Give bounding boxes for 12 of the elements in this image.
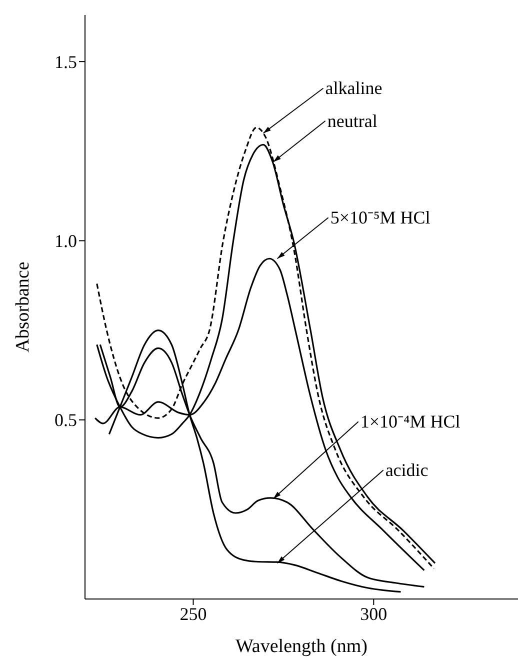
x-axis-title: Wavelength (nm) [236,636,368,657]
x-tick-label: 300 [360,604,388,624]
y-tick-label: 1.0 [54,231,77,252]
y-tick-label: 0.5 [54,410,77,430]
y-axis-title: Absorbance [12,262,34,352]
annotation: alkaline [325,78,382,98]
annotation: 5×10⁻⁵M HCl [330,208,430,228]
y-tick-label: 1.5 [54,52,77,72]
x-tick-label: 250 [180,604,207,624]
annotation: acidic [385,460,428,480]
annotation: 1×10⁻⁴M HCl [360,412,460,432]
annotation: neutral [327,110,378,131]
